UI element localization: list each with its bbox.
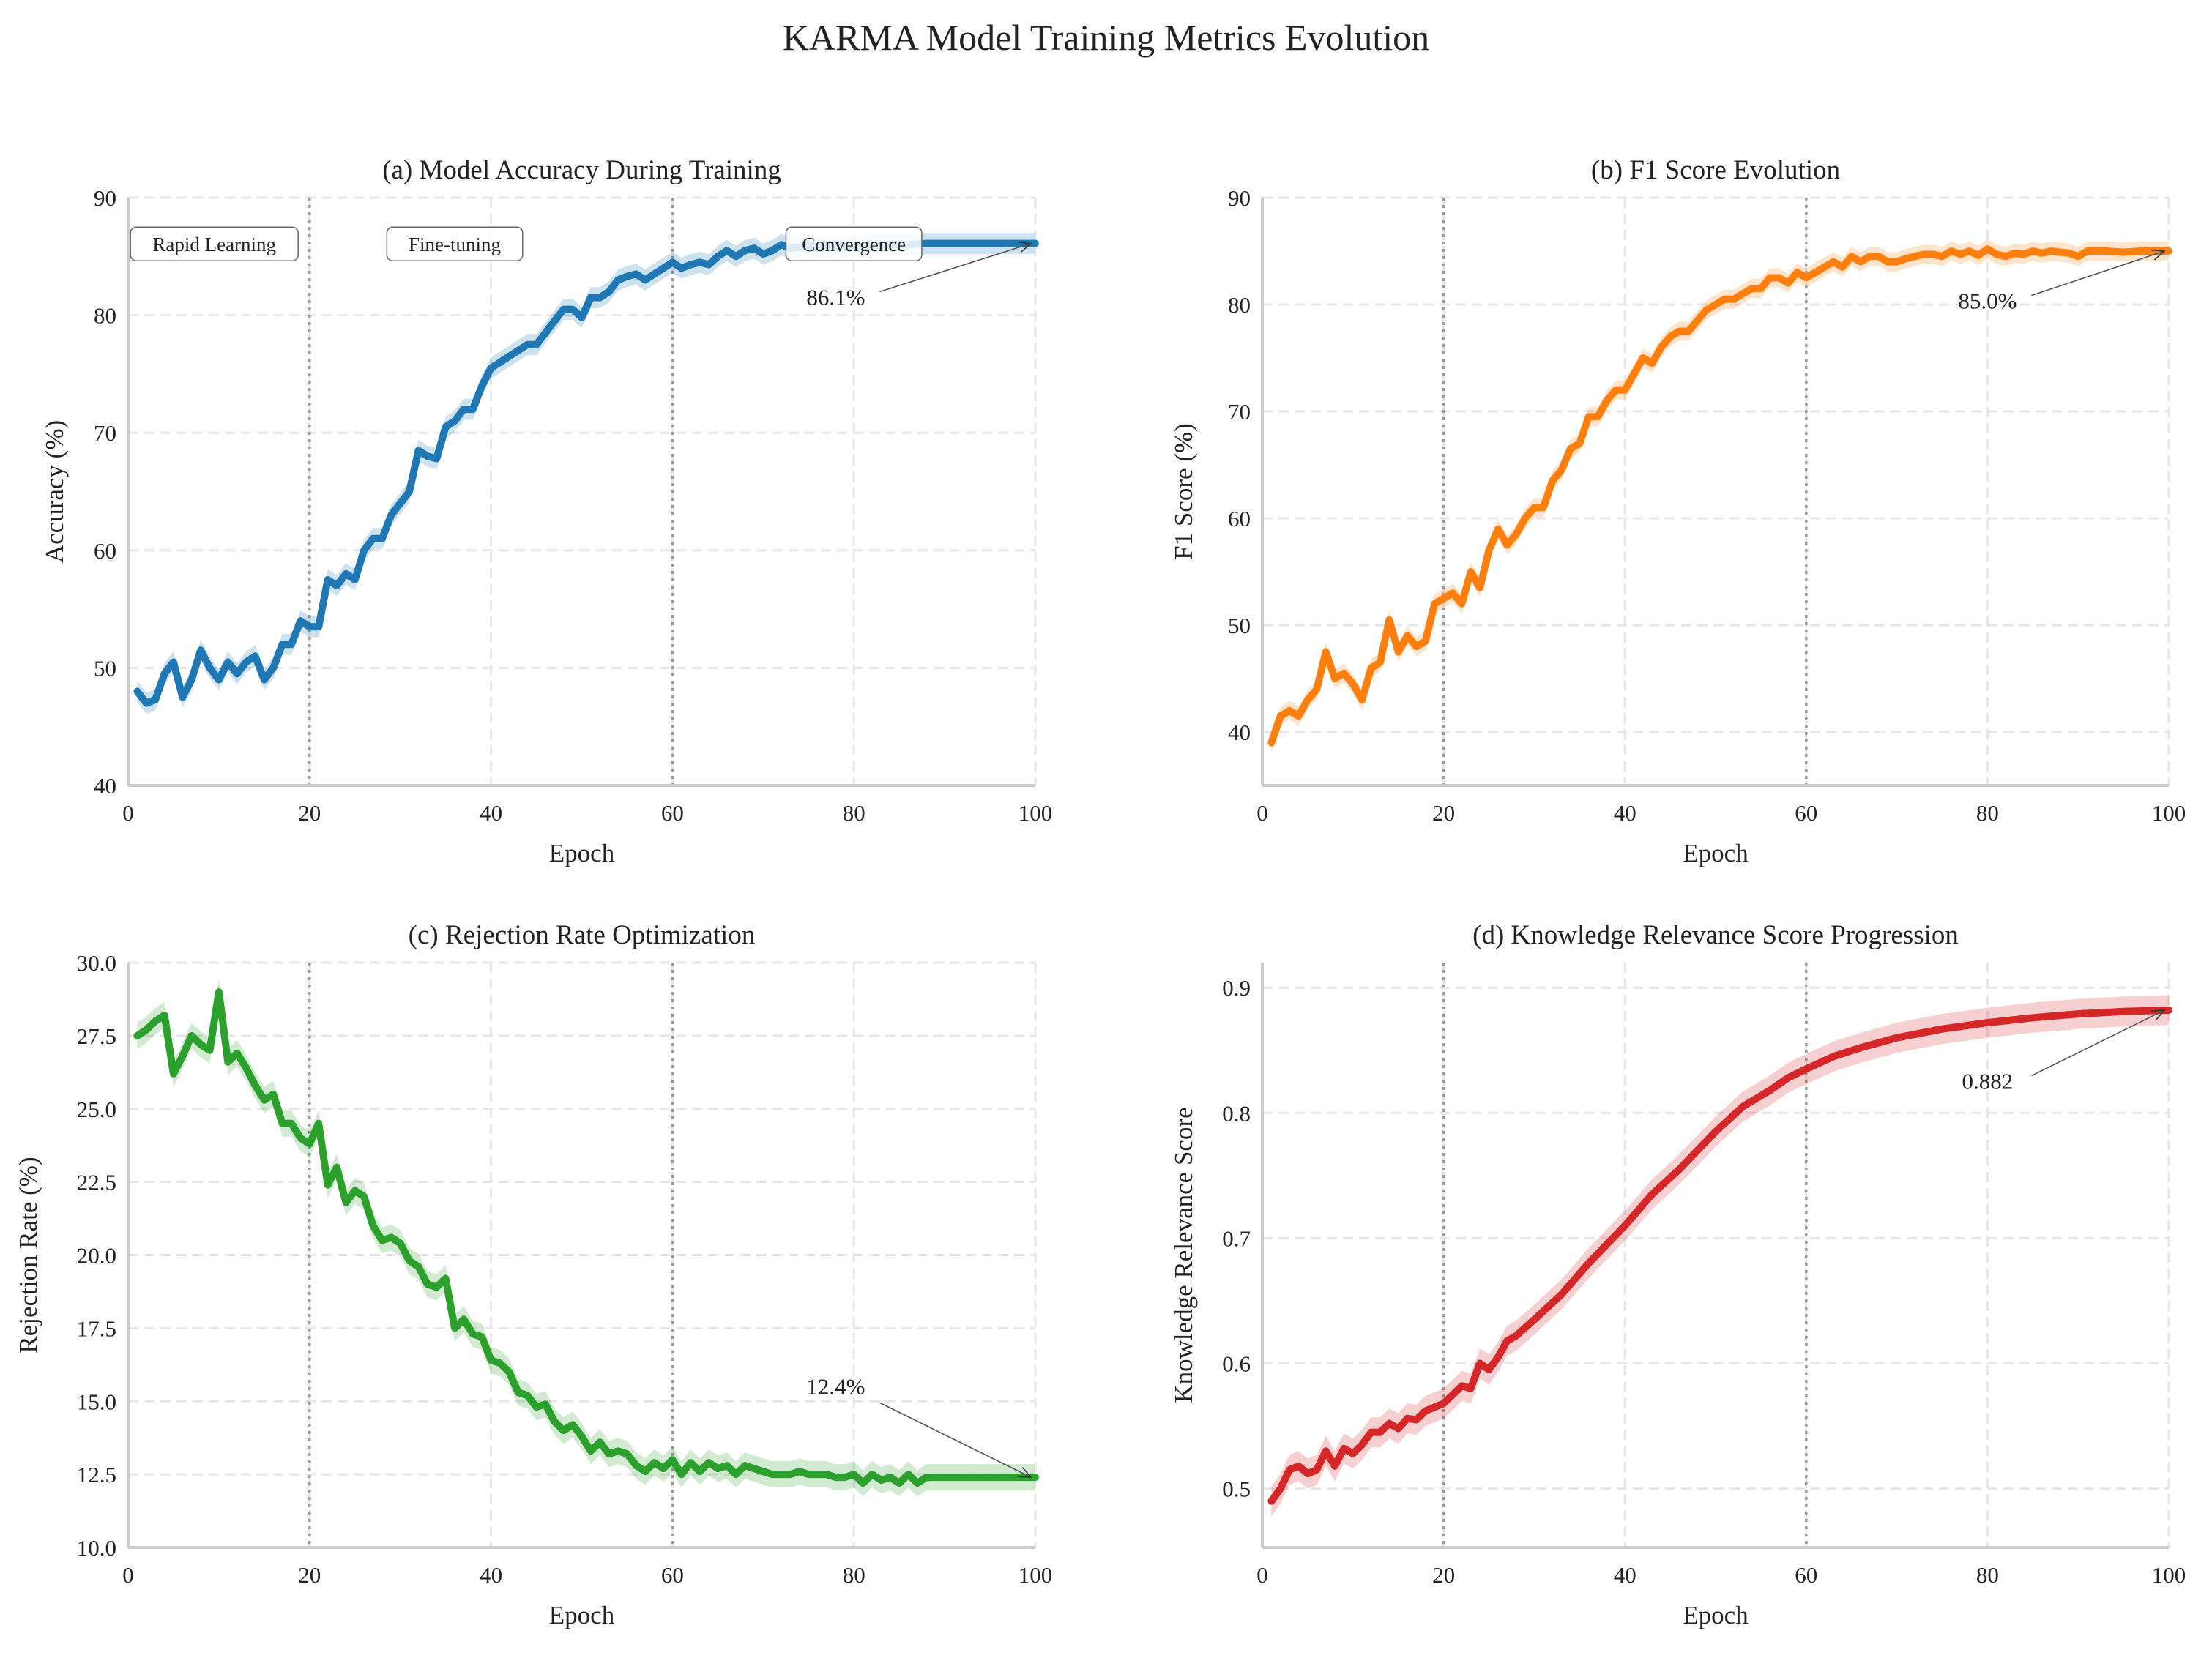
final-value-annotation: 86.1% bbox=[806, 285, 865, 310]
x-tick-label: 100 bbox=[2152, 800, 2186, 826]
x-axis-label: Epoch bbox=[549, 1601, 615, 1629]
y-tick-label: 40 bbox=[94, 773, 116, 799]
y-tick-label: 17.5 bbox=[77, 1315, 116, 1341]
x-tick-label: 40 bbox=[480, 1562, 502, 1588]
subplot-title: (b) F1 Score Evolution bbox=[1591, 155, 1840, 185]
subplot-a: 0 20 40 60 80 100 40 50 60 70 80 90 (a) Model Accura… bbox=[40, 155, 1052, 867]
y-tick-label: 30.0 bbox=[77, 950, 116, 976]
x-tick-label: 60 bbox=[661, 1562, 684, 1588]
annotation-arrow bbox=[2031, 250, 2165, 296]
phase-label-box bbox=[785, 226, 923, 261]
y-tick-label: 0.8 bbox=[1222, 1100, 1251, 1126]
phase-label-box bbox=[130, 226, 299, 261]
x-tick-label: 0 bbox=[122, 1562, 134, 1588]
y-tick-label: 80 bbox=[1228, 292, 1251, 318]
y-tick-label: 15.0 bbox=[77, 1389, 116, 1414]
x-tick-label: 0 bbox=[1256, 800, 1268, 826]
y-axis-label: Accuracy (%) bbox=[40, 420, 69, 563]
x-tick-label: 80 bbox=[1976, 800, 1999, 826]
y-tick-label: 60 bbox=[94, 538, 116, 564]
arrow-head-icon bbox=[1017, 1466, 1032, 1479]
y-tick-label: 27.5 bbox=[77, 1023, 116, 1049]
series-line bbox=[1267, 245, 2172, 747]
y-tick-label: 20.0 bbox=[77, 1243, 116, 1269]
y-tick-label: 50 bbox=[94, 655, 116, 681]
y-axis-label: Knowledge Relevance Score bbox=[1169, 1107, 1198, 1403]
x-tick-label: 20 bbox=[1432, 800, 1455, 826]
x-tick-label: 80 bbox=[843, 1562, 865, 1588]
confidence-band bbox=[1271, 995, 2169, 1517]
y-tick-label: 0.5 bbox=[1222, 1476, 1251, 1502]
y-axis-label: F1 Score (%) bbox=[1169, 423, 1198, 560]
x-tick-label: 0 bbox=[1256, 1562, 1268, 1588]
y-tick-label: 80 bbox=[94, 303, 116, 329]
final-value-annotation: 0.882 bbox=[1962, 1069, 2014, 1094]
figure-title: KARMA Model Training Metrics Evolution bbox=[782, 17, 1430, 58]
x-tick-label: 60 bbox=[661, 800, 684, 826]
subplot-title: (c) Rejection Rate Optimization bbox=[409, 920, 756, 950]
x-tick-label: 20 bbox=[1432, 1562, 1455, 1588]
x-tick-label: 80 bbox=[1976, 1562, 1999, 1588]
y-tick-label: 50 bbox=[1228, 613, 1251, 638]
subplot-b: 0 20 40 60 80 100 40 50 60 70 80 90 (b) F1 Score Evo… bbox=[1169, 155, 2186, 867]
y-tick-label: 70 bbox=[1228, 399, 1251, 425]
phase-label: Rapid Learning bbox=[152, 234, 276, 255]
x-tick-label: 20 bbox=[298, 800, 321, 826]
annotation-arrow bbox=[879, 1402, 1032, 1478]
x-axis-label: Epoch bbox=[1683, 839, 1749, 867]
subplot-title: (d) Knowledge Relevance Score Progressio… bbox=[1472, 920, 1959, 950]
x-tick-label: 40 bbox=[1614, 800, 1636, 826]
y-tick-label: 60 bbox=[1228, 506, 1251, 531]
arrow-head-icon bbox=[1018, 242, 1032, 253]
annotation-arrow bbox=[879, 242, 1032, 293]
y-tick-label: 25.0 bbox=[77, 1097, 116, 1122]
x-axis-label: Epoch bbox=[1683, 1601, 1749, 1629]
final-value-annotation: 12.4% bbox=[806, 1373, 865, 1399]
y-tick-label: 90 bbox=[1228, 185, 1251, 211]
y-tick-label: 12.5 bbox=[77, 1462, 116, 1487]
subplot-c: 0 20 40 60 80 100 10.0 12.5 15.0 17.5 20.0 22.5 25.0… bbox=[14, 920, 1052, 1629]
arrow-head-icon bbox=[2150, 249, 2166, 261]
x-tick-label: 100 bbox=[1019, 1562, 1053, 1588]
subplot-d: 0 20 40 60 80 100 0.5 0.6 0.7 0.8 0.9 (d) Knowledge… bbox=[1169, 920, 2186, 1629]
arrow-head-icon bbox=[2150, 1009, 2166, 1021]
series-line bbox=[1267, 1007, 2172, 1505]
subplot-title: (a) Model Accuracy During Training bbox=[382, 155, 781, 185]
y-tick-label: 0.6 bbox=[1222, 1351, 1251, 1376]
x-tick-label: 40 bbox=[1614, 1562, 1636, 1588]
series-line bbox=[133, 988, 1039, 1487]
y-tick-label: 22.5 bbox=[77, 1170, 116, 1195]
phase-label: Convergence bbox=[802, 234, 906, 255]
y-tick-label: 10.0 bbox=[77, 1535, 116, 1561]
confidence-band bbox=[1271, 239, 2169, 753]
final-value-annotation: 85.0% bbox=[1958, 288, 2017, 314]
phase-label-box bbox=[386, 226, 524, 261]
x-tick-label: 0 bbox=[122, 800, 134, 826]
y-tick-label: 0.9 bbox=[1222, 975, 1251, 1001]
y-tick-label: 90 bbox=[94, 185, 116, 211]
confidence-band bbox=[137, 979, 1035, 1497]
x-axis-label: Epoch bbox=[549, 839, 615, 867]
y-tick-label: 70 bbox=[94, 420, 116, 446]
phase-label: Fine-tuning bbox=[409, 234, 501, 255]
x-tick-label: 60 bbox=[1795, 800, 1817, 826]
series-line bbox=[133, 239, 1039, 707]
y-axis-label: Rejection Rate (%) bbox=[14, 1157, 42, 1353]
y-tick-label: 40 bbox=[1228, 720, 1251, 745]
x-tick-label: 60 bbox=[1795, 1562, 1817, 1588]
x-tick-label: 100 bbox=[1019, 800, 1053, 826]
x-tick-label: 80 bbox=[843, 800, 865, 826]
y-tick-label: 0.7 bbox=[1222, 1225, 1251, 1251]
x-tick-label: 40 bbox=[480, 800, 502, 826]
x-tick-label: 20 bbox=[298, 1562, 321, 1588]
x-tick-label: 100 bbox=[2152, 1562, 2186, 1588]
annotation-arrow bbox=[2031, 1009, 2165, 1077]
